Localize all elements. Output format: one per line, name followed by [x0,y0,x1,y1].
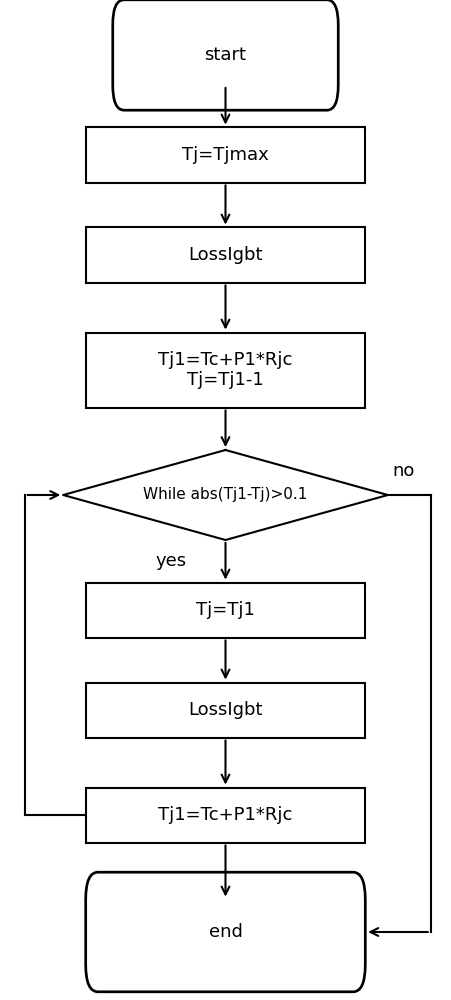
Text: While abs(Tj1-Tj)>0.1: While abs(Tj1-Tj)>0.1 [143,488,308,502]
Bar [86,683,365,738]
FancyBboxPatch shape [86,872,365,992]
Text: yes: yes [156,552,187,570]
Text: Tj1=Tc+P1*Rjc: Tj1=Tc+P1*Rjc [158,806,293,824]
Text: LossIgbt: LossIgbt [188,246,263,264]
Text: Tj=Tj1: Tj=Tj1 [196,601,255,619]
Bar [86,127,365,182]
Text: Tj=Tjmax: Tj=Tjmax [182,146,269,164]
FancyBboxPatch shape [113,0,338,110]
Text: Tj1=Tc+P1*Rjc
Tj=Tj1-1: Tj1=Tc+P1*Rjc Tj=Tj1-1 [158,351,293,389]
Text: no: no [392,462,415,480]
Bar [86,228,365,282]
Text: LossIgbt: LossIgbt [188,701,263,719]
Bar [86,582,365,638]
Bar [86,332,365,408]
Text: end: end [208,923,243,941]
Text: start: start [204,46,247,64]
Polygon shape [63,450,388,540]
Bar [86,788,365,842]
